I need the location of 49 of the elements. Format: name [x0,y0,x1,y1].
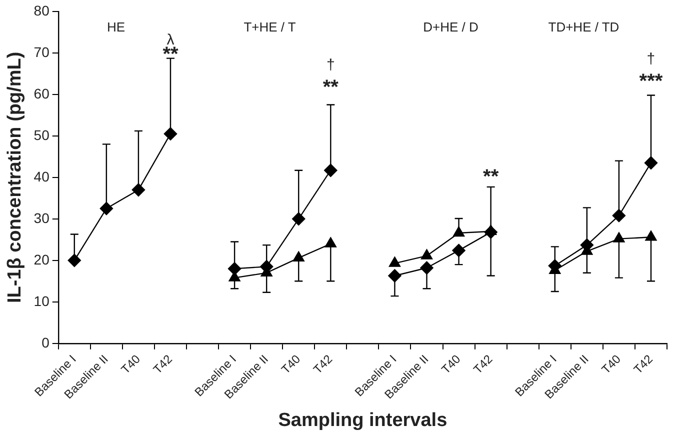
annotation: T+HE / T [244,20,296,35]
point [324,164,338,177]
y-tick-label: 80 [34,2,50,18]
annotation: † [646,50,656,68]
point [420,261,434,274]
point [613,232,625,242]
x-tick-label: T40 [118,352,144,377]
point [292,251,304,262]
y-tick-label: 0 [42,334,50,350]
annotation: *** [639,70,663,92]
x-tick-label: T42 [630,352,656,377]
x-tick-label: T40 [278,352,304,377]
y-tick-label: 70 [34,44,50,60]
annotation: † [326,56,335,74]
x-tick-label: T40 [598,352,624,377]
x-axis-title: Sampling intervals [278,410,448,431]
y-tick-label: 60 [34,85,50,102]
point [388,269,402,282]
point [132,183,146,196]
point [100,202,114,216]
annotation: D+HE / D [423,20,478,35]
point [324,237,336,248]
annotation: ** [322,76,339,99]
y-tick-label: 50 [34,126,50,143]
x-tick-label: T42 [310,352,336,377]
point [485,224,497,235]
point [228,262,242,276]
point [420,249,433,260]
y-tick-label: 30 [34,210,50,226]
annotation: HE [107,20,126,35]
point [452,226,465,237]
x-tick-label: T42 [470,352,496,377]
point [68,254,81,267]
x-tick-label: T42 [150,352,176,377]
point [164,127,178,140]
point [388,256,401,267]
x-tick-label: T40 [438,352,464,377]
point [645,230,657,241]
point [292,212,306,226]
y-tick-label: 20 [34,251,50,268]
annotation: ** [162,43,178,66]
point [612,208,626,222]
annotation: TD+HE / TD [548,20,620,35]
y-tick-label: 40 [34,168,50,184]
annotation: ** [483,166,499,188]
point [644,156,658,170]
y-axis-title: IL-1β concentration (pg/mL) [4,52,26,303]
point [452,244,466,258]
y-tick-label: 10 [34,292,50,309]
